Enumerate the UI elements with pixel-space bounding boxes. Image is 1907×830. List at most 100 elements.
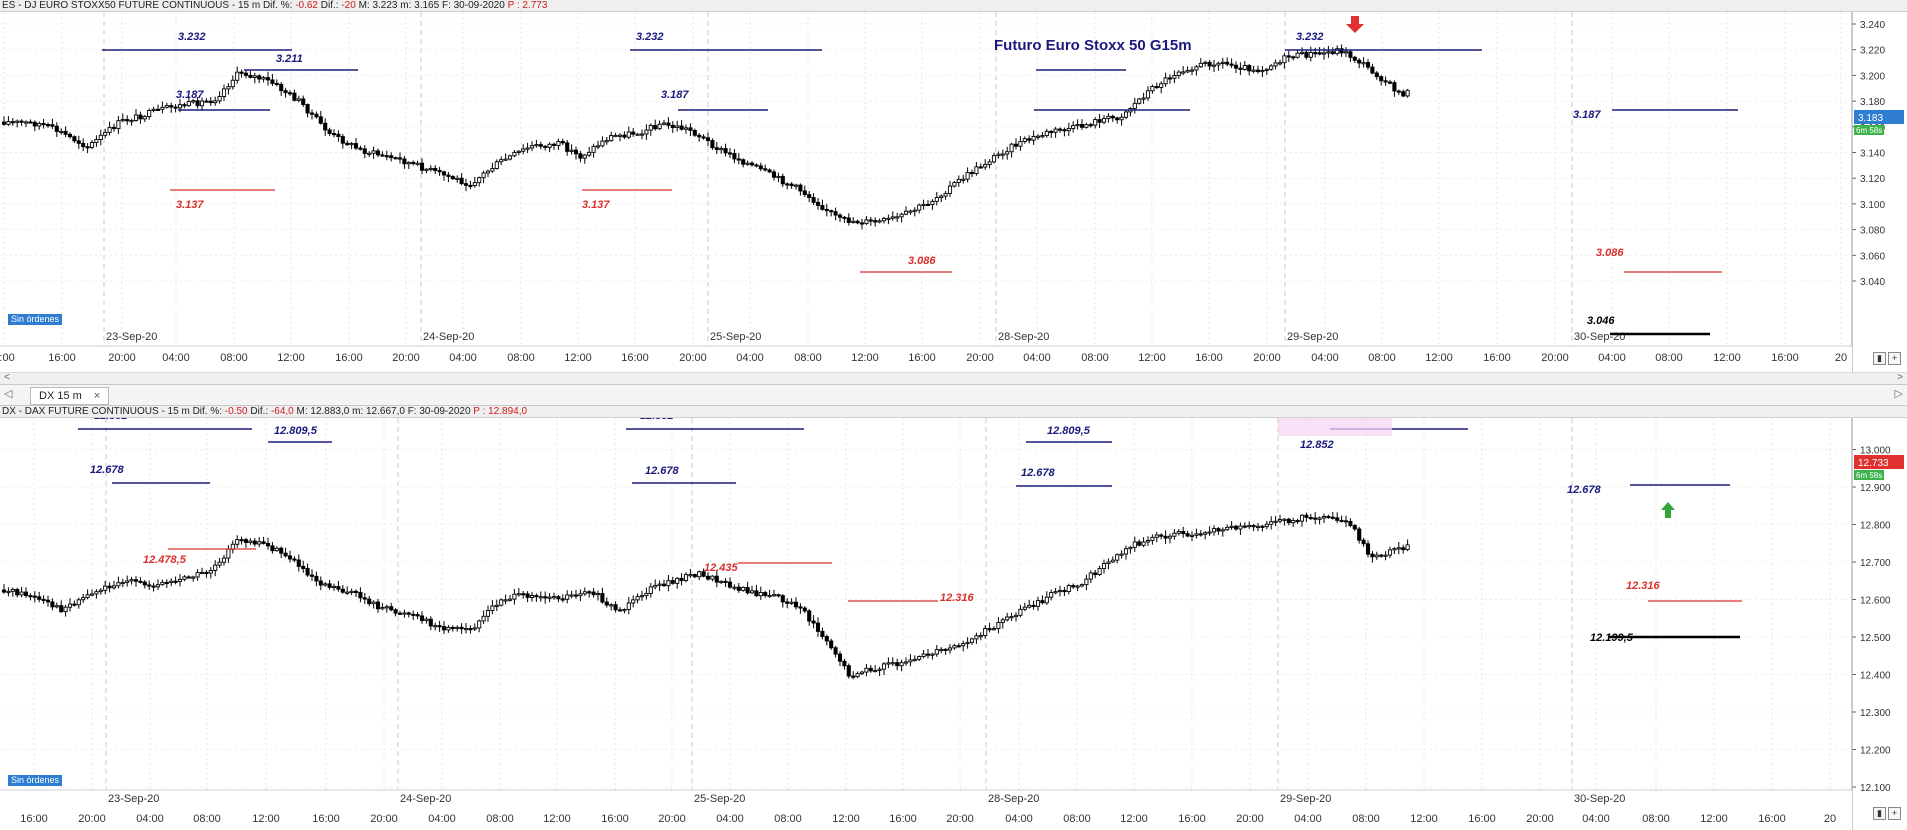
candle-body xyxy=(890,662,895,665)
candle-body xyxy=(1031,604,1036,607)
candle-body xyxy=(147,584,152,587)
candle-body xyxy=(1163,77,1168,85)
candle-body xyxy=(1370,66,1375,74)
candle-body xyxy=(1352,525,1357,530)
candle-body xyxy=(521,593,526,596)
candle-body xyxy=(380,607,385,610)
price-axis xyxy=(1852,418,1907,830)
candle-body xyxy=(952,182,957,187)
time-tick-label: 20:00 xyxy=(78,813,106,825)
candle-body xyxy=(133,579,139,582)
panel-grip-icon[interactable]: ▮ xyxy=(1873,807,1886,820)
time-tick-label: 20:00 xyxy=(1236,813,1264,825)
candle-body xyxy=(10,588,15,592)
candle-body xyxy=(67,603,73,608)
date-label: 25-Sep-20 xyxy=(710,331,761,343)
price-tick-label: 12.800 xyxy=(1860,521,1891,532)
candle-body xyxy=(415,614,420,617)
candle-body xyxy=(1084,124,1089,128)
candle-body xyxy=(763,168,768,171)
tab-dx-15m[interactable]: DX 15 m × xyxy=(30,387,110,405)
price-tick-label: 3.220 xyxy=(1860,46,1885,57)
dax-chart[interactable]: 13.100 13.000 12.900 12.800 12.700 12.600 12.5… xyxy=(0,418,1907,830)
candle-body xyxy=(1075,585,1080,588)
candle-body xyxy=(771,594,777,597)
price-tick-label: 12.100 xyxy=(1860,783,1891,794)
candle-body xyxy=(1269,521,1274,525)
candle-body xyxy=(1141,97,1146,100)
time-tick-label: 16:00 xyxy=(908,352,936,364)
candle-body xyxy=(1181,531,1186,535)
panel-grip-icon[interactable]: ▮ xyxy=(1873,352,1886,365)
price-axis xyxy=(1852,12,1907,372)
candle-body xyxy=(631,599,636,604)
candle-body xyxy=(459,626,464,630)
dax-chart-pane[interactable]: DX - DAX FUTURE CONTINUOUS - 15 m Dif. %… xyxy=(0,406,1907,830)
info-range: M: 12.883,0 m: 12.667,0 F: 30-09-2020 xyxy=(293,406,474,417)
candle-body xyxy=(719,148,724,151)
price-tick-label: 13.100 xyxy=(1860,418,1891,419)
candle-body xyxy=(1352,56,1357,61)
eurostoxx-chart[interactable]: 3.2403.2203.2003.1803.1603.1403.1203.100… xyxy=(0,12,1907,372)
panel-restore-icon[interactable]: + xyxy=(1888,352,1901,365)
candle-body xyxy=(1348,520,1353,526)
candle-body xyxy=(925,203,931,207)
tab-scroll-right-icon[interactable]: ▷ xyxy=(1894,388,1903,400)
price-tick-label: 3.080 xyxy=(1860,226,1885,237)
candle-body xyxy=(714,147,719,150)
arrow-down-icon xyxy=(1346,16,1364,33)
candle-body xyxy=(274,82,279,86)
candle-body xyxy=(89,142,95,148)
candle-body xyxy=(1255,69,1261,73)
time-tick-label: 12:00 xyxy=(252,813,280,825)
candle-body xyxy=(419,162,425,171)
candle-body xyxy=(402,612,407,615)
candle-body xyxy=(899,213,904,218)
candle-body xyxy=(472,627,477,630)
candle-body xyxy=(921,653,926,657)
candle-body xyxy=(63,606,68,613)
candle-body xyxy=(1115,554,1120,561)
candle-body xyxy=(538,596,543,599)
scroll-left-icon[interactable]: < xyxy=(4,372,10,383)
candle-body xyxy=(261,541,266,544)
tab-scroll-left-icon[interactable]: ◁ xyxy=(4,388,13,400)
time-tick-label: 08:00 xyxy=(794,352,822,364)
candle-body xyxy=(195,100,200,107)
candle-body xyxy=(1013,143,1019,147)
candle-body xyxy=(543,145,548,148)
candle-body xyxy=(1106,561,1111,565)
candle-body xyxy=(1392,82,1397,92)
candle-body xyxy=(1335,517,1340,521)
candle-body xyxy=(455,177,460,180)
candle-body xyxy=(569,594,574,597)
candle-body xyxy=(653,584,658,588)
candle-body xyxy=(930,200,935,205)
candle-body xyxy=(741,159,746,165)
candle-body xyxy=(1079,124,1085,128)
panel-restore-icon[interactable]: + xyxy=(1888,807,1901,820)
candle-body xyxy=(111,126,117,130)
candle-body xyxy=(547,143,552,148)
top-horizontal-scrollbar[interactable]: < > xyxy=(0,372,1907,385)
candle-body xyxy=(318,580,323,586)
close-icon[interactable]: × xyxy=(93,390,101,402)
level-label: 3.232 xyxy=(1296,31,1324,43)
candle-body xyxy=(89,593,95,596)
candle-body xyxy=(463,628,469,631)
scroll-right-icon[interactable]: > xyxy=(1897,372,1903,383)
candle-body xyxy=(1154,534,1159,538)
candle-body xyxy=(336,585,341,590)
candle-body xyxy=(1405,89,1410,97)
candle-body xyxy=(789,183,794,187)
candle-body xyxy=(1299,51,1305,54)
candle-body xyxy=(270,79,275,84)
candle-body xyxy=(1321,52,1327,55)
eurostoxx-chart-pane[interactable]: ES - DJ EURO STOXX50 FUTURE CONTINUOUS -… xyxy=(0,0,1907,372)
candle-body xyxy=(6,590,11,593)
candle-body xyxy=(1233,525,1239,530)
candle-body xyxy=(644,593,649,597)
candle-body xyxy=(208,570,213,574)
candle-body xyxy=(265,542,271,547)
candle-body xyxy=(23,591,29,597)
